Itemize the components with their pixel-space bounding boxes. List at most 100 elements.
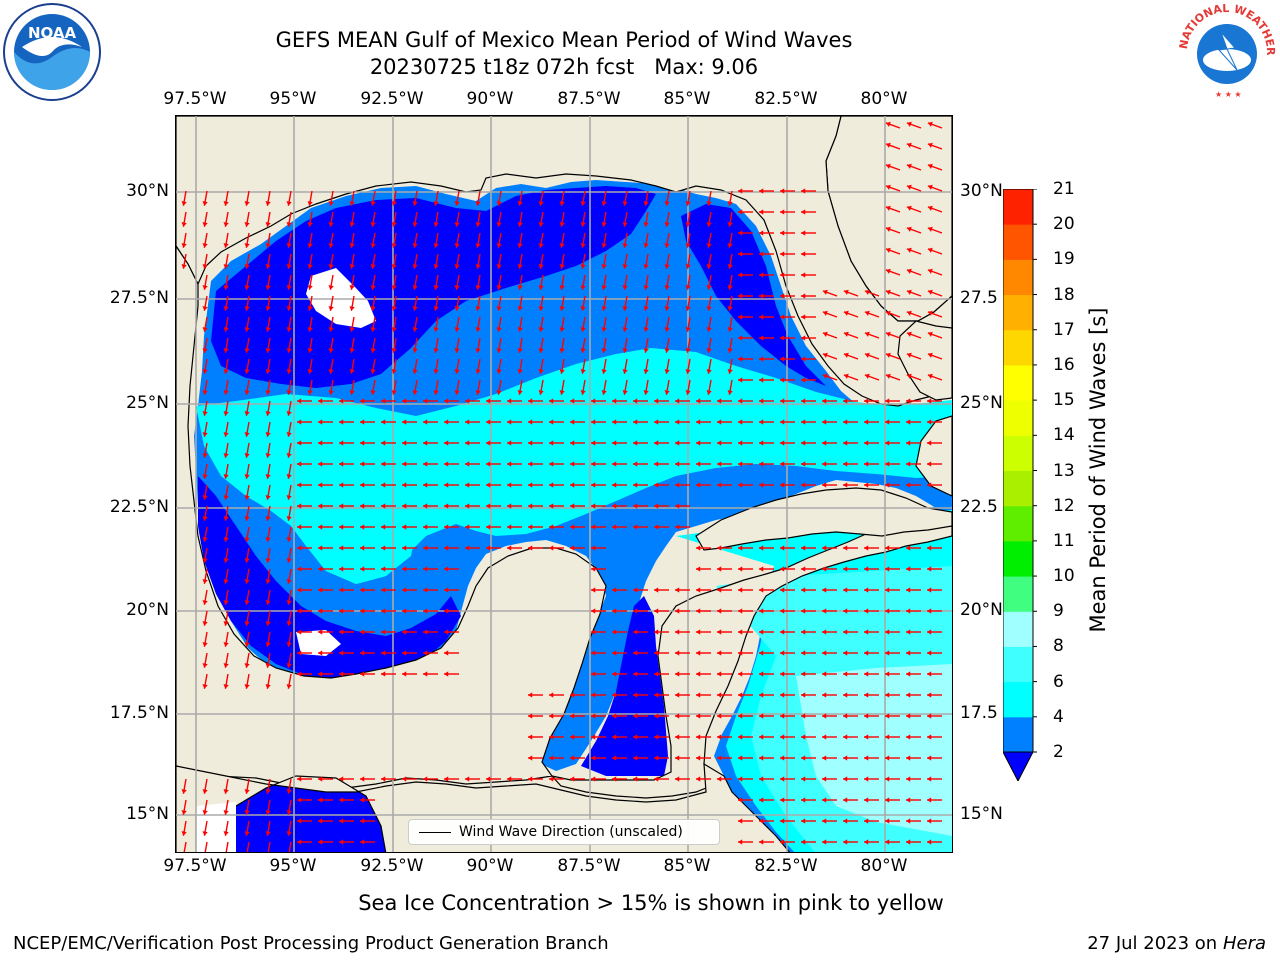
- wave-arrow-head: [759, 356, 764, 362]
- wave-arrow-head: [780, 314, 785, 320]
- wave-arrow-head: [223, 663, 229, 668]
- wave-arrow-head: [622, 306, 628, 311]
- wave-arrow-head: [843, 734, 848, 740]
- wave-arrow-head: [864, 482, 869, 488]
- wave-arrow-head: [223, 831, 229, 836]
- wave-arrow-head: [528, 692, 533, 698]
- land-florida: [897, 320, 952, 401]
- wave-arrow-head: [801, 545, 806, 551]
- wave-arrow-head: [381, 566, 386, 572]
- wave-arrow-head: [759, 608, 764, 614]
- map-panel[interactable]: [175, 115, 953, 853]
- wave-arrow-head: [885, 713, 890, 719]
- wave-arrow-head: [486, 398, 491, 404]
- wave-arrow-head: [654, 503, 659, 509]
- colorbar-tick-label: 10: [1053, 566, 1075, 587]
- wave-arrow-head: [297, 524, 302, 530]
- wave-arrow-head: [717, 650, 722, 656]
- wave-arrow-head: [685, 243, 691, 248]
- wave-arrow-head: [759, 398, 764, 404]
- wave-arrow-head: [286, 621, 292, 626]
- wave-arrow-head: [759, 251, 764, 257]
- wave-arrow-head: [349, 327, 355, 332]
- wave-arrow-head: [717, 587, 722, 593]
- wave-arrow-head: [801, 839, 806, 845]
- wave-arrow-head: [559, 243, 565, 248]
- wave-arrow-head: [265, 411, 271, 416]
- wave-arrow-head: [412, 201, 418, 206]
- wave-arrow-head: [759, 587, 764, 593]
- wave-arrow-head: [612, 734, 617, 740]
- wave-arrow-head: [633, 524, 638, 530]
- wave-arrow-head: [265, 852, 270, 853]
- wave-arrow-head: [328, 306, 334, 311]
- wave-arrow-head: [423, 776, 428, 782]
- wave-arrow-head: [496, 306, 502, 311]
- wave-arrow-head: [318, 398, 323, 404]
- wave-arrow-head: [591, 734, 596, 740]
- wave-arrow-head: [517, 348, 523, 353]
- wave-arrow-head: [612, 419, 617, 425]
- wave-arrow-head: [906, 121, 912, 127]
- wave-arrow-head: [244, 264, 250, 269]
- wave-arrow-head: [822, 650, 827, 656]
- wave-arrow-head: [549, 755, 554, 761]
- wave-arrow-head: [822, 629, 827, 635]
- wave-arrow-head: [622, 243, 628, 248]
- wave-arrow-head: [906, 818, 911, 824]
- wave-arrow-head: [444, 503, 449, 509]
- wave-arrow-head: [223, 495, 229, 500]
- wave-arrow-head: [360, 587, 365, 593]
- wave-arrow-head: [843, 331, 849, 337]
- wave-arrow-head: [423, 566, 428, 572]
- wave-arrow-head: [475, 390, 481, 395]
- wave-arrow-head: [612, 503, 617, 509]
- wave-arrow-head: [286, 474, 292, 479]
- wave-arrow-head: [780, 482, 785, 488]
- wave-arrow-head: [580, 369, 586, 374]
- wave-arrow-head: [360, 440, 365, 446]
- colorbar-tick-label: 6: [1053, 671, 1064, 692]
- wave-arrow-head: [181, 201, 187, 206]
- wave-arrow-head: [906, 566, 911, 572]
- wave-arrow-head: [717, 734, 722, 740]
- wave-arrow-head: [643, 222, 649, 227]
- wave-arrow-head: [675, 629, 680, 635]
- wave-arrow-head: [538, 390, 544, 395]
- wave-arrow-head: [223, 600, 229, 605]
- map-canvas: [176, 116, 952, 853]
- wave-arrow-head: [307, 222, 313, 227]
- wave-arrow-head: [843, 650, 848, 656]
- wave-arrow-head: [643, 390, 649, 395]
- wave-arrow-head: [265, 201, 271, 206]
- wave-arrow-head: [822, 373, 828, 379]
- wave-arrow-head: [780, 377, 785, 383]
- wave-arrow-head: [654, 629, 659, 635]
- wave-arrow-head: [444, 566, 449, 572]
- wave-arrow-head: [717, 482, 722, 488]
- wave-arrow-head: [591, 650, 596, 656]
- wave-arrow-head: [822, 797, 827, 803]
- wave-arrow-head: [202, 558, 208, 563]
- wave-arrow-head: [370, 390, 376, 395]
- wave-arrow-head: [706, 264, 712, 269]
- wave-arrow-head: [202, 432, 208, 437]
- wave-arrow-head: [223, 201, 229, 206]
- wave-arrow-head: [223, 537, 229, 542]
- wave-arrow-head: [244, 621, 250, 626]
- wave-arrow-head: [402, 524, 407, 530]
- wave-arrow-head: [265, 474, 271, 479]
- wave-arrow-head: [244, 852, 249, 853]
- wave-arrow-head: [202, 474, 208, 479]
- wave-arrow-head: [801, 692, 806, 698]
- wave-arrow-head: [202, 306, 208, 311]
- wave-arrow-head: [475, 201, 481, 206]
- wave-arrow-head: [864, 776, 869, 782]
- wave-arrow-head: [339, 818, 344, 824]
- wave-arrow-head: [738, 398, 743, 404]
- wave-arrow-head: [496, 222, 502, 227]
- wave-arrow-head: [381, 776, 386, 782]
- wave-arrow-head: [570, 755, 575, 761]
- wave-arrow-head: [822, 587, 827, 593]
- wave-arrow-head: [780, 797, 785, 803]
